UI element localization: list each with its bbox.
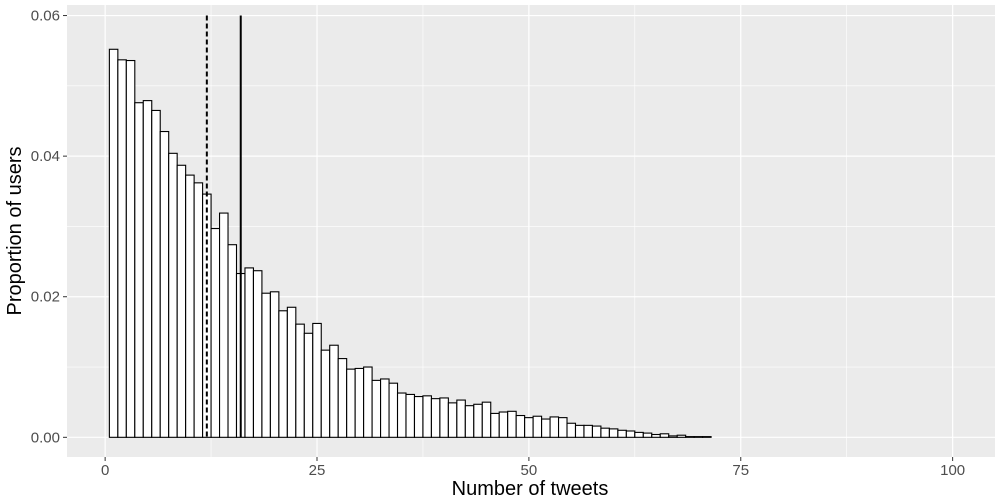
histogram-bar <box>269 291 280 438</box>
histogram-bar <box>490 412 500 438</box>
histogram-bar <box>380 378 390 438</box>
histogram-bar <box>303 332 314 438</box>
x-tick-label: 50 <box>521 462 538 479</box>
histogram-bar <box>405 393 416 438</box>
histogram-bar <box>261 292 271 438</box>
minor-gridlines <box>67 5 995 457</box>
histogram-bar <box>651 433 661 438</box>
histogram-bar <box>312 322 322 438</box>
x-axis-title: Number of tweets <box>452 478 609 500</box>
histogram-bar <box>625 430 636 438</box>
histogram-bar <box>278 310 288 438</box>
histogram-bar <box>176 164 187 438</box>
y-tick-label: 0.06 <box>31 8 60 25</box>
histogram-bar <box>541 418 551 438</box>
histogram-bar <box>591 425 602 438</box>
histogram-bar <box>354 367 365 438</box>
histogram-bar <box>142 100 153 438</box>
y-axis-title: Proportion of users <box>4 147 26 316</box>
histogram-bar <box>524 417 534 438</box>
major-gridlines <box>67 5 995 457</box>
histogram-bar <box>117 59 127 438</box>
x-tick-label: 25 <box>309 462 326 479</box>
histogram-bar <box>515 414 526 438</box>
x-tick-label: 75 <box>732 462 749 479</box>
histogram-bar <box>702 436 712 438</box>
histogram-bar <box>252 270 263 438</box>
histogram-bar <box>295 323 305 438</box>
histogram-bars <box>108 48 712 438</box>
histogram-bar <box>159 130 170 438</box>
histogram-bar <box>185 174 195 438</box>
histogram-bar <box>498 411 509 438</box>
histogram-bar <box>320 349 331 438</box>
histogram-bar <box>329 344 339 438</box>
histogram-bar <box>676 434 687 438</box>
histogram-bar <box>634 431 644 438</box>
y-tick-label: 0.02 <box>31 289 60 306</box>
histogram-bar <box>600 427 610 438</box>
histogram-bar <box>456 399 466 438</box>
histogram-bar <box>363 366 373 438</box>
histogram-bar <box>566 422 577 438</box>
histogram-bar <box>685 436 695 438</box>
histogram-bar <box>464 405 475 438</box>
histogram-bar <box>422 395 432 438</box>
histogram-bar <box>227 244 238 438</box>
histogram-bar <box>346 368 356 438</box>
histogram-bar <box>396 392 407 438</box>
histogram-bar <box>642 432 653 438</box>
histogram-bar <box>447 402 458 438</box>
histogram-bar <box>108 48 119 438</box>
histogram-bar <box>413 395 424 438</box>
reference-lines <box>205 15 242 438</box>
histogram-bar <box>583 424 593 438</box>
histogram-bar <box>659 433 670 438</box>
histogram-bar <box>286 306 297 438</box>
histogram-bar <box>244 267 254 438</box>
histogram-bar <box>337 358 348 438</box>
histogram-bar <box>134 102 144 438</box>
histogram-bar <box>668 435 678 438</box>
histogram-bar <box>439 397 449 438</box>
x-tick-label: 100 <box>940 462 965 479</box>
histogram-bar <box>125 59 136 438</box>
x-tick-label: 0 <box>101 462 109 479</box>
histogram-bar <box>693 436 704 438</box>
histogram-bar <box>388 382 399 438</box>
y-axis-ticks: 0.00 0.02 0.04 0.06 <box>31 8 67 446</box>
histogram-bar <box>617 429 627 438</box>
histogram-bar <box>218 212 229 438</box>
histogram-bar <box>532 415 543 438</box>
y-tick-label: 0.04 <box>31 148 60 165</box>
x-axis-ticks: 0 25 50 75 100 <box>101 457 965 479</box>
histogram-bar <box>151 109 161 438</box>
histogram-bar <box>549 416 560 438</box>
histogram-bar <box>193 182 204 438</box>
histogram-bar <box>574 424 585 438</box>
histogram-bar <box>473 403 483 438</box>
y-tick-label: 0.00 <box>31 429 60 446</box>
histogram-bar <box>481 401 492 438</box>
histogram-bar <box>608 428 619 438</box>
histogram-bar <box>371 379 382 438</box>
histogram-bar <box>430 398 441 438</box>
histogram-bar <box>507 410 517 438</box>
histogram-bar <box>557 417 568 438</box>
histogram-bar <box>210 227 221 438</box>
histogram-bar <box>168 152 178 438</box>
